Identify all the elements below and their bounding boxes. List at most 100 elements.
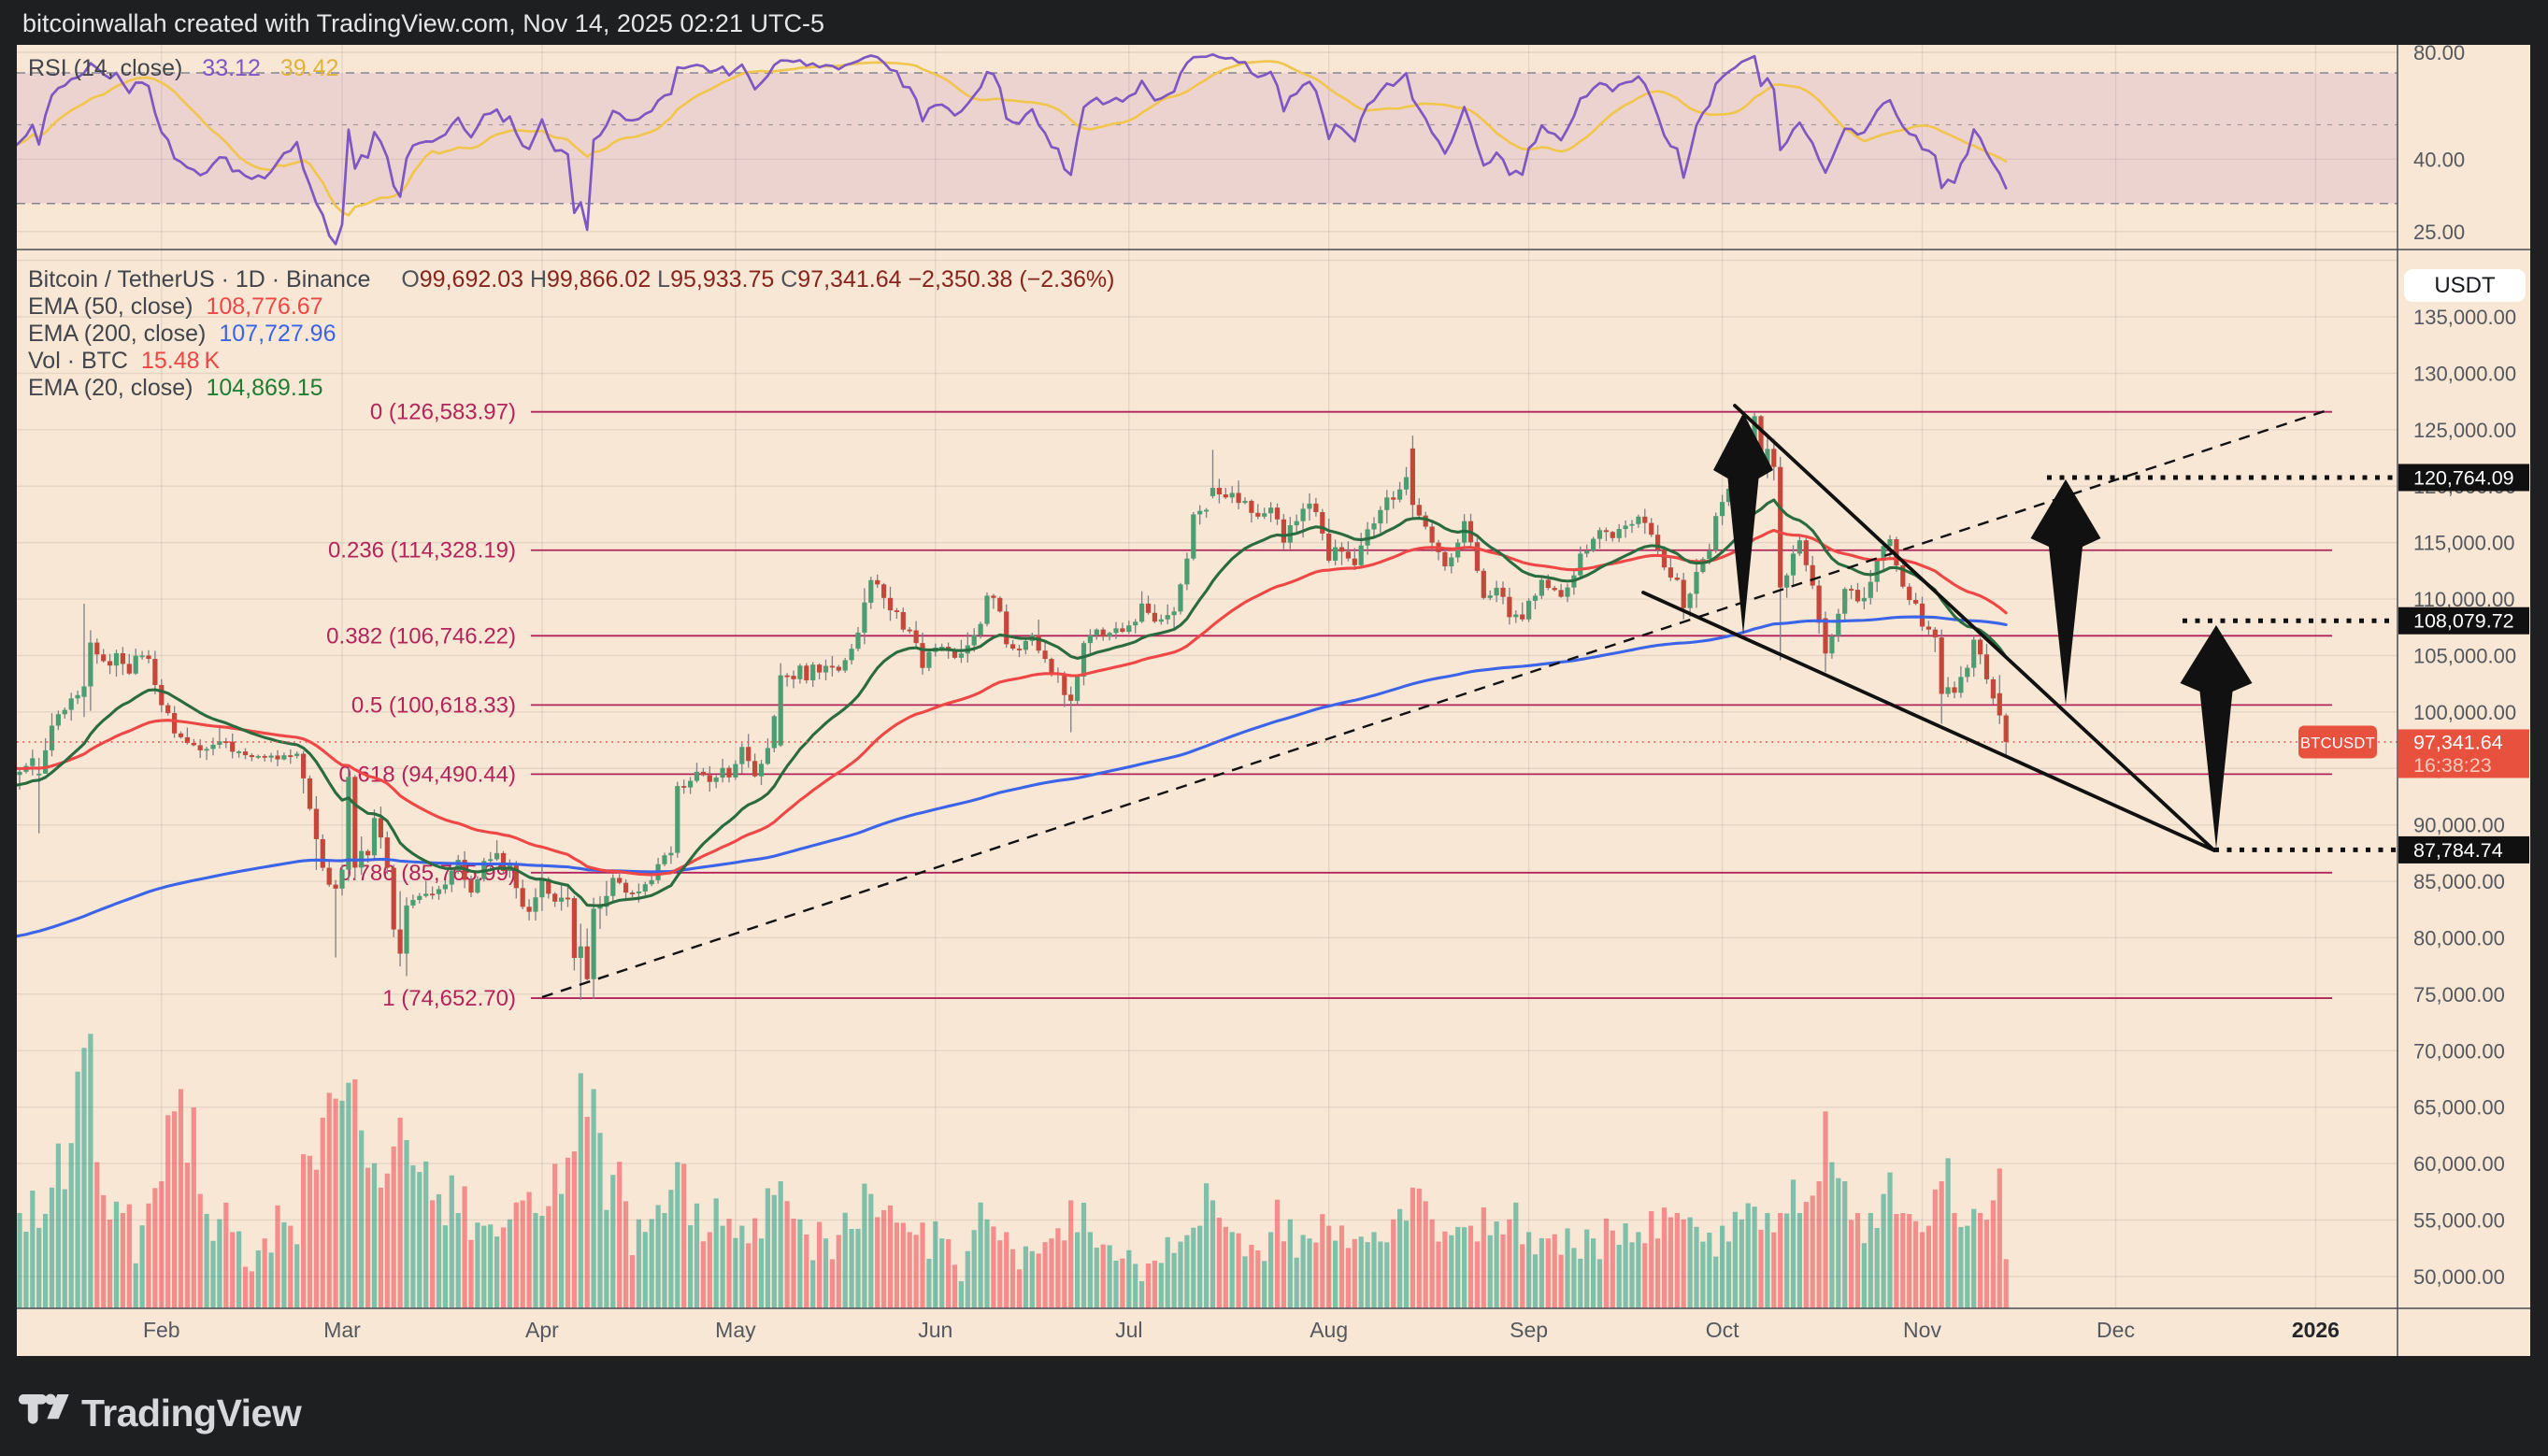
wedge-upper-trendline[interactable] xyxy=(1733,404,2216,852)
volume-bar xyxy=(958,1280,964,1308)
symbol-price-tag: BTCUSDT xyxy=(2298,725,2377,759)
volume-bar xyxy=(197,1193,203,1308)
candle-body xyxy=(249,755,254,758)
chart-background[interactable] xyxy=(17,45,2530,1356)
wedge-lower-trendline[interactable] xyxy=(1641,591,2216,852)
volume-bar xyxy=(1075,1232,1081,1308)
candle-body xyxy=(1268,507,1274,514)
volume-bar xyxy=(178,1089,184,1308)
volume-bar xyxy=(384,1173,390,1308)
volume-bar xyxy=(1062,1240,1067,1308)
volume-bar xyxy=(17,1213,22,1308)
candle-body xyxy=(1623,525,1628,530)
volume-bar xyxy=(172,1111,178,1308)
candle-body xyxy=(1384,497,1390,510)
time-axis-drag-area[interactable] xyxy=(17,1308,2398,1356)
rsi-legend[interactable]: RSI (14, close) 33.12 39.42 xyxy=(28,55,338,81)
candle-body xyxy=(1255,512,1261,517)
currency-toggle-button[interactable]: USDT xyxy=(2404,269,2526,302)
candle-body xyxy=(1494,587,1499,596)
volume-bar xyxy=(726,1219,732,1308)
volume-bar xyxy=(771,1194,777,1308)
volume-bar xyxy=(126,1204,132,1308)
volume-bar xyxy=(739,1225,745,1308)
volume-bar xyxy=(1629,1242,1635,1308)
up-arrow-drawing[interactable] xyxy=(2030,479,2101,705)
ohlc-segment: 97,341.64 xyxy=(797,266,901,293)
candle-body xyxy=(1410,448,1415,506)
volume-bar xyxy=(1442,1231,1448,1308)
volume-bar xyxy=(1094,1248,1099,1308)
volume-bar xyxy=(1778,1213,1783,1308)
volume-bar xyxy=(1100,1244,1106,1308)
tradingview-logo-text: TradingView xyxy=(81,1392,302,1435)
candle-body xyxy=(1358,545,1364,565)
rsi-scale-label: 80.00 xyxy=(2413,41,2465,64)
volume-bar xyxy=(1384,1242,1390,1308)
candle-body xyxy=(146,655,151,660)
volume-bar xyxy=(1939,1181,1944,1308)
volume-bar xyxy=(1378,1241,1383,1308)
up-arrow-drawing[interactable] xyxy=(1713,413,1773,635)
candle-body xyxy=(320,838,325,868)
price-scale-label: 65,000.00 xyxy=(2413,1096,2505,1120)
volume-bar xyxy=(301,1154,307,1308)
candle-body xyxy=(113,653,120,666)
tradingview-logo[interactable]: TradingView xyxy=(18,1392,302,1435)
price-scale-label: 80,000.00 xyxy=(2413,926,2505,949)
volume-bar xyxy=(288,1225,293,1308)
volume-bar xyxy=(520,1200,525,1308)
candle-body xyxy=(1668,567,1673,578)
volume-bar xyxy=(642,1232,648,1308)
up-arrow-drawing[interactable] xyxy=(2180,625,2253,849)
candle-body xyxy=(1423,515,1428,527)
candle-body xyxy=(1429,526,1435,543)
candle-body xyxy=(984,595,990,624)
volume-bar xyxy=(1294,1257,1299,1308)
candle-body xyxy=(707,775,712,782)
volume-bar xyxy=(1603,1218,1609,1308)
ohlc-segment: O xyxy=(401,266,419,293)
candle-body xyxy=(1371,523,1377,530)
time-axis-label-mar: Mar xyxy=(323,1318,361,1342)
volume-bar xyxy=(1616,1245,1622,1308)
candle-body xyxy=(417,895,422,901)
legend-row-vol[interactable]: Vol · BTC 15.48 K xyxy=(28,348,221,374)
candle-body xyxy=(881,584,887,598)
candle-body xyxy=(565,897,571,900)
symbol-legend[interactable]: Bitcoin / TetherUS · 1D · Binance O99,69… xyxy=(28,266,1114,401)
rsi-legend-text: RSI (14, close) 33.12 39.42 xyxy=(28,55,338,81)
volume-bar xyxy=(1958,1226,1964,1308)
volume-bar xyxy=(894,1222,899,1308)
volume-bar xyxy=(1745,1203,1751,1308)
legend-row-ema20[interactable]: EMA (20, close) 104,869.15 xyxy=(28,375,323,401)
candle-body xyxy=(152,659,158,686)
candle-body xyxy=(920,643,925,668)
volume-bar xyxy=(1178,1241,1183,1308)
candle-body xyxy=(1983,654,1990,679)
candle-body xyxy=(1016,649,1023,650)
candle-body xyxy=(978,623,983,635)
candle-body xyxy=(455,860,461,871)
candle-body xyxy=(765,748,770,764)
volume-bar xyxy=(146,1203,151,1308)
candle-body xyxy=(365,850,371,856)
volume-bar xyxy=(2003,1259,2009,1308)
candle-body xyxy=(1725,489,1732,503)
volume-bar xyxy=(552,1163,558,1308)
legend-row-ema50[interactable]: EMA (50, close) 108,776.67 xyxy=(28,293,323,320)
volume-bar xyxy=(43,1213,49,1308)
candle-body xyxy=(81,686,87,697)
volume-bar xyxy=(907,1232,912,1308)
candle-body xyxy=(875,579,880,585)
volume-bar xyxy=(1184,1235,1190,1308)
price-scale-label: 55,000.00 xyxy=(2413,1208,2505,1232)
volume-bar xyxy=(1649,1210,1654,1308)
legend-row-ema200[interactable]: EMA (200, close) 107,727.96 xyxy=(28,321,336,347)
volume-bar xyxy=(946,1239,952,1308)
candle-body xyxy=(1978,639,1983,655)
legend-row-title: EMA (20, close) xyxy=(28,375,193,401)
target-level-axis-label: 87,784.74 xyxy=(2413,839,2503,862)
volume-bar xyxy=(1255,1250,1261,1308)
